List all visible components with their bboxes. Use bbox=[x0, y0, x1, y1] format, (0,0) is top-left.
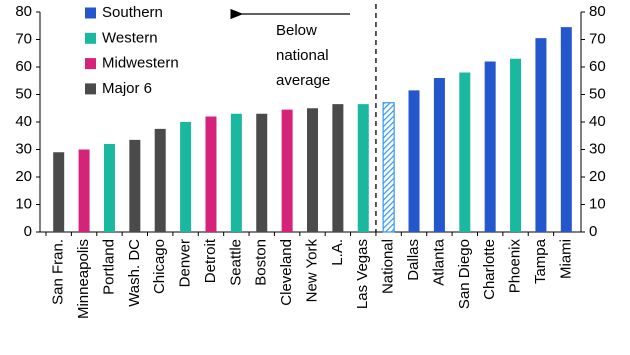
x-tick-label: Atlanta bbox=[430, 238, 447, 285]
x-tick-label: San Diego bbox=[456, 239, 473, 309]
x-tick-label: Wash. DC bbox=[126, 239, 143, 307]
legend-label: Western bbox=[102, 29, 158, 46]
y-tick-label: 70 bbox=[15, 30, 32, 47]
bar bbox=[307, 108, 318, 232]
bar bbox=[535, 38, 547, 232]
y2-tick-label: 80 bbox=[589, 3, 606, 20]
bar bbox=[459, 72, 471, 232]
y2-tick-label: 20 bbox=[589, 168, 606, 185]
x-tick-label: L.A. bbox=[329, 239, 346, 266]
bar bbox=[357, 104, 369, 232]
y2-tick-label: 70 bbox=[589, 30, 606, 47]
x-tick-label: New York bbox=[303, 239, 320, 303]
y2-tick-label: 0 bbox=[589, 223, 597, 240]
x-tick-label: Phoenix bbox=[507, 239, 524, 294]
x-tick-label: Minneapolis bbox=[75, 239, 92, 319]
x-tick-label: Chicago bbox=[151, 239, 168, 294]
legend-label: Southern bbox=[102, 4, 163, 21]
y-tick-label: 30 bbox=[15, 140, 32, 157]
legend-swatch bbox=[85, 58, 96, 70]
bar bbox=[180, 122, 192, 232]
bar bbox=[78, 149, 90, 232]
y-tick-label: 10 bbox=[15, 195, 32, 212]
legend-swatch bbox=[85, 83, 96, 95]
legend-label: Midwestern bbox=[102, 55, 179, 72]
annotation: national bbox=[276, 47, 329, 64]
y-tick-label: 20 bbox=[15, 168, 32, 185]
x-tick-label: San Fran. bbox=[50, 239, 67, 305]
bar bbox=[332, 104, 344, 232]
bar bbox=[205, 116, 217, 232]
y2-tick-label: 40 bbox=[589, 113, 606, 130]
bar bbox=[382, 102, 395, 233]
bar bbox=[408, 90, 420, 232]
bar bbox=[510, 58, 522, 232]
bar bbox=[281, 109, 293, 232]
x-tick-label: Las Vegas bbox=[354, 239, 371, 309]
y-tick-label: 60 bbox=[15, 58, 32, 75]
bar bbox=[129, 139, 141, 232]
x-tick-label: Tampa bbox=[532, 238, 549, 284]
x-tick-label: Detroit bbox=[202, 238, 219, 283]
x-tick-label: Dallas bbox=[405, 239, 422, 281]
bar bbox=[230, 113, 242, 232]
y-tick-label: 80 bbox=[15, 3, 32, 20]
x-tick-label: National bbox=[380, 239, 397, 294]
x-tick-label: Boston bbox=[253, 239, 270, 286]
x-tick-label: Charlotte bbox=[481, 239, 498, 300]
bar bbox=[256, 113, 268, 232]
y-tick-label: 0 bbox=[24, 223, 32, 240]
legend-swatch bbox=[85, 7, 96, 19]
bar bbox=[433, 78, 445, 232]
x-tick-label: Cleveland bbox=[278, 239, 295, 306]
y2-tick-label: 30 bbox=[589, 140, 606, 157]
y2-tick-label: 60 bbox=[589, 58, 606, 75]
y-tick-label: 50 bbox=[15, 85, 32, 102]
y-tick-label: 40 bbox=[15, 113, 32, 130]
annotation: average bbox=[276, 72, 330, 89]
legend-label: Major 6 bbox=[102, 80, 152, 97]
bar bbox=[484, 61, 496, 232]
x-tick-label: Miami bbox=[557, 239, 574, 279]
x-tick-label: Portland bbox=[100, 239, 117, 295]
y2-tick-label: 10 bbox=[589, 195, 606, 212]
bar bbox=[53, 152, 65, 232]
x-tick-label: Denver bbox=[177, 239, 194, 287]
legend-swatch bbox=[85, 32, 96, 44]
annotation: Below bbox=[276, 22, 317, 39]
bar bbox=[560, 27, 572, 232]
bar bbox=[154, 128, 166, 232]
bar bbox=[103, 144, 115, 232]
x-tick-label: Seattle bbox=[227, 239, 244, 286]
y2-tick-label: 50 bbox=[589, 85, 606, 102]
